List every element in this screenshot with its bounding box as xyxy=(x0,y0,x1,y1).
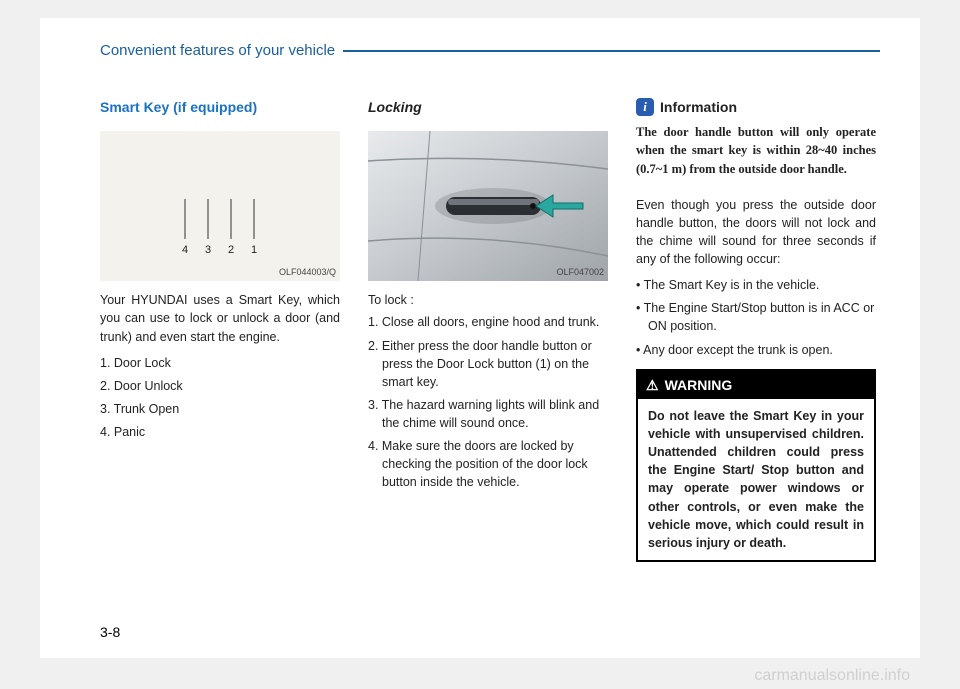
to-lock-lead: To lock : xyxy=(368,291,608,309)
locking-steps: 1. Close all doors, engine hood and trun… xyxy=(368,313,608,491)
warning-icon: ⚠ xyxy=(646,375,659,395)
column-3: i Information The door handle button wil… xyxy=(636,97,876,562)
list-item: The Smart Key is in the vehicle. xyxy=(636,276,876,294)
smart-key-intro: Your HYUNDAI uses a Smart Key, which you… xyxy=(100,291,340,345)
smart-key-illustration: 4 3 2 1 xyxy=(100,131,340,281)
column-2: Locking xyxy=(368,97,608,562)
info-title: Information xyxy=(660,97,737,117)
key-label-4: 4 xyxy=(182,244,188,256)
list-item: 4. Panic xyxy=(100,423,340,441)
watermark: carmanualsonline.info xyxy=(754,667,910,685)
door-handle-illustration xyxy=(368,131,608,281)
figure-caption: OLF047002 xyxy=(556,266,604,279)
list-item: 3. The hazard warning lights will blink … xyxy=(368,396,608,432)
info-icon: i xyxy=(636,98,654,116)
column-1: Smart Key (if equipped) 4 3 2 1 OLF04400… xyxy=(100,97,340,562)
list-item: 2. Either press the door handle button o… xyxy=(368,337,608,391)
lock-condition-intro: Even though you press the outside door h… xyxy=(636,196,876,269)
smart-key-heading: Smart Key (if equipped) xyxy=(100,97,340,117)
list-item: 1. Close all doors, engine hood and trun… xyxy=(368,313,608,331)
list-item: Any door except the trunk is open. xyxy=(636,341,876,359)
smart-key-functions: 1. Door Lock 2. Door Unlock 3. Trunk Ope… xyxy=(100,354,340,442)
list-item: The Engine Start/Stop button is in ACC o… xyxy=(636,299,876,335)
lock-condition-list: The Smart Key is in the vehicle. The Eng… xyxy=(636,276,876,359)
information-heading: i Information xyxy=(636,97,876,117)
warning-header: ⚠ WARNING xyxy=(638,371,874,399)
key-label-1: 1 xyxy=(251,244,257,256)
warning-title: WARNING xyxy=(665,375,733,395)
figure-caption: OLF044003/Q xyxy=(279,266,336,279)
key-label-3: 3 xyxy=(205,244,211,256)
list-item: 3. Trunk Open xyxy=(100,400,340,418)
header-rule xyxy=(343,50,880,52)
smart-key-figure: 4 3 2 1 OLF044003/Q xyxy=(100,131,340,281)
warning-box: ⚠ WARNING Do not leave the Smart Key in … xyxy=(636,369,876,562)
list-item: 4. Make sure the doors are locked by che… xyxy=(368,437,608,491)
door-figure: OLF047002 xyxy=(368,131,608,281)
manual-page: Convenient features of your vehicle Smar… xyxy=(40,18,920,658)
header-title: Convenient features of your vehicle xyxy=(100,42,343,59)
content-columns: Smart Key (if equipped) 4 3 2 1 OLF04400… xyxy=(100,97,880,562)
page-number: 3-8 xyxy=(100,624,120,640)
locking-heading: Locking xyxy=(368,97,608,117)
list-item: 2. Door Unlock xyxy=(100,377,340,395)
warning-body: Do not leave the Smart Key in your vehic… xyxy=(638,399,874,560)
info-text: The door handle button will only operate… xyxy=(636,123,876,177)
page-header: Convenient features of your vehicle xyxy=(100,42,880,59)
key-label-2: 2 xyxy=(228,244,234,256)
list-item: 1. Door Lock xyxy=(100,354,340,372)
